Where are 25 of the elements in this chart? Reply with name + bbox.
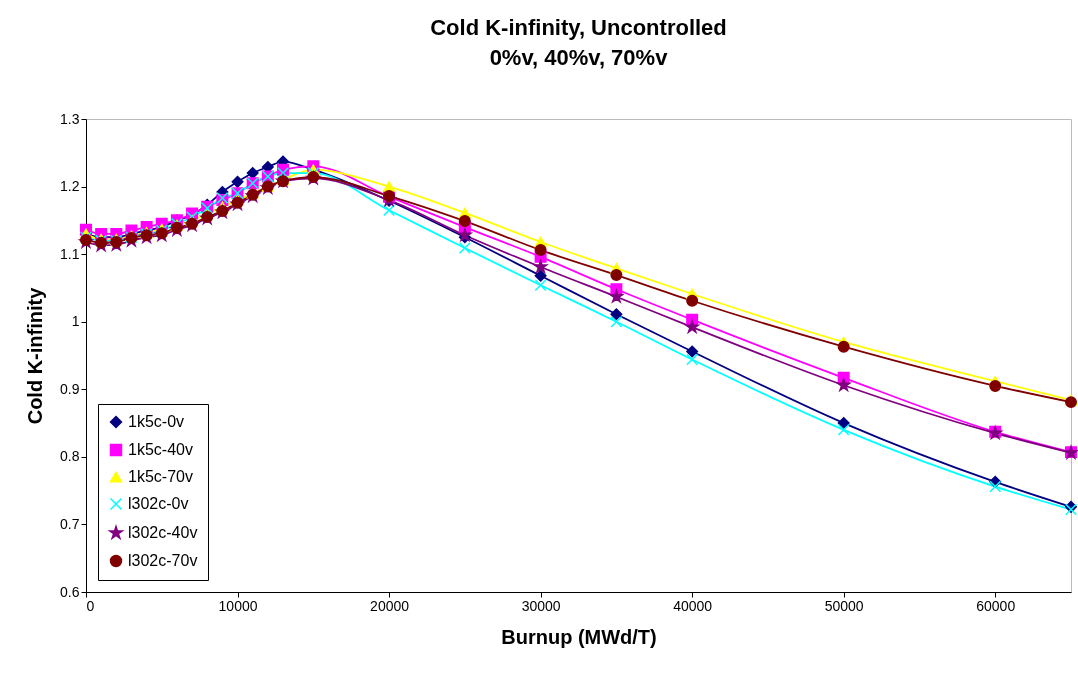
- y-tick-label: 1.2: [60, 178, 80, 195]
- legend-label: l302c-40v: [128, 524, 198, 541]
- y-axis-title: Cold K-infinity: [24, 286, 47, 425]
- x-tick-label: 50000: [824, 597, 864, 614]
- legend-label: l302c-70v: [128, 552, 198, 569]
- x-tick-label: 40000: [673, 597, 713, 614]
- y-tick-label: 1.3: [60, 110, 80, 127]
- y-tick-label: 0.6: [60, 583, 80, 600]
- x-tick-label: 30000: [521, 597, 561, 614]
- chart-subtitle: 0%v, 40%v, 70%v: [489, 45, 669, 70]
- chart-title: Cold K-infinity, Uncontrolled: [430, 15, 727, 40]
- legend-label: 1k5c-0v: [128, 413, 185, 430]
- x-tick-label: 20000: [370, 597, 410, 614]
- x-tick-label: 0: [86, 597, 95, 614]
- legend-label: 1k5c-40v: [128, 441, 193, 458]
- y-tick-label: 1.1: [60, 245, 80, 262]
- y-tick-label: 0.7: [60, 515, 80, 532]
- x-axis-title: Burnup (MWd/T): [501, 625, 657, 648]
- x-tick-label: 10000: [218, 597, 258, 614]
- y-tick-label: 0.8: [60, 448, 80, 465]
- y-tick-label: 0.9: [60, 380, 80, 397]
- x-tick-label: 60000: [976, 597, 1016, 614]
- legend-label: l302c-0v: [128, 495, 189, 512]
- legend-label: 1k5c-70v: [128, 468, 193, 485]
- y-tick-label: 1: [71, 313, 80, 330]
